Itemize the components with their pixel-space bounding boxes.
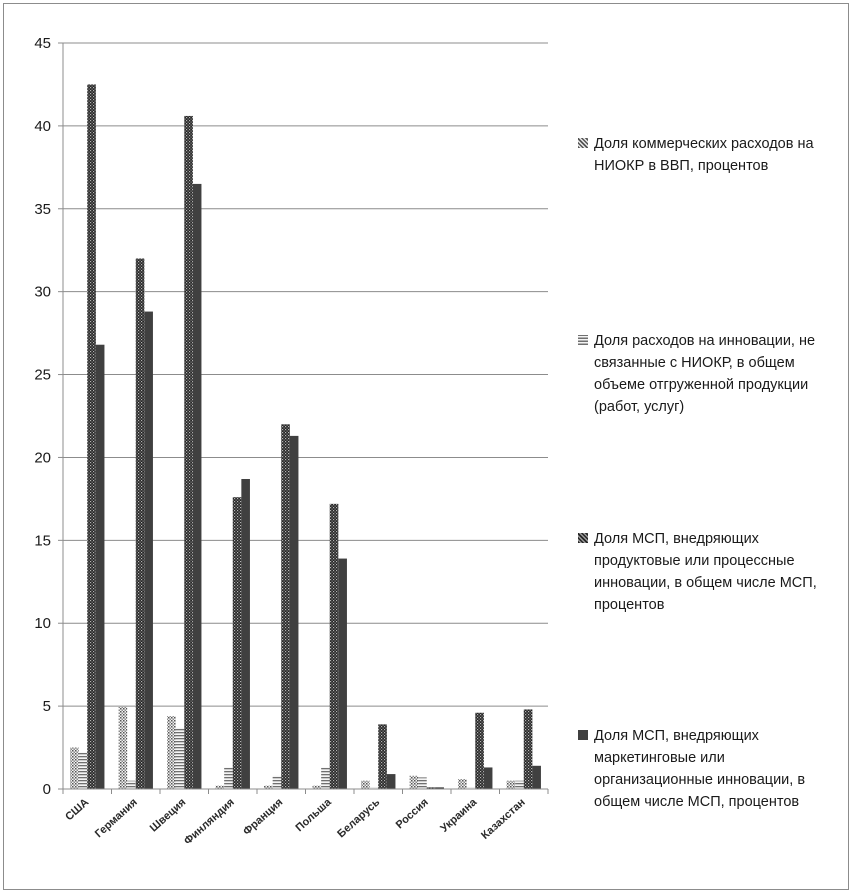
bar-series-2-Франция: [272, 775, 282, 789]
x-tick-label: Швеция: [148, 796, 189, 834]
bar-series-2-Финляндия: [224, 767, 233, 789]
bar-series-4-Финляндия: [241, 478, 250, 789]
x-tick-label: США: [63, 796, 91, 823]
bar-series-4-Польша: [338, 558, 347, 789]
y-tick-label: 30: [34, 284, 51, 301]
bar-series-3-Беларусь: [378, 724, 387, 789]
x-tick-label: Россия: [394, 796, 431, 831]
bar-series-3-Россия: [426, 787, 436, 789]
bar-series-1-Россия: [409, 775, 419, 789]
bar-series-4-Швеция: [192, 183, 202, 789]
y-tick-label: 35: [34, 201, 51, 218]
bar-series-1-Франция: [264, 785, 273, 789]
axes: [58, 42, 549, 794]
bar-series-4-Франция: [289, 435, 299, 789]
bar-series-2-Германия: [127, 780, 136, 789]
bar-series-2-США: [78, 752, 88, 789]
x-tick-label: Франция: [241, 796, 285, 838]
bar-series-4-Казахстан: [532, 765, 541, 789]
legend-label-3: Доля МСП, внедряющих продуктовые или про…: [594, 531, 817, 613]
bar-series-4-Украина: [483, 767, 493, 789]
x-tick-label: Финляндия: [182, 796, 237, 847]
x-tick-label: Украина: [438, 796, 480, 835]
bar-series-2-Польша: [321, 767, 330, 789]
bar-series-2-Россия: [418, 777, 427, 789]
bar-series-3-Германия: [135, 258, 145, 789]
legend-label-4: Доля МСП, внедряющих маркетинговые или о…: [594, 728, 806, 810]
bar-series-4-Беларусь: [386, 774, 396, 789]
y-tick-label: 0: [43, 781, 51, 798]
x-tick-label: Германия: [93, 796, 140, 840]
y-tick-label: 40: [34, 118, 51, 135]
bar-series-4-Россия: [435, 787, 444, 789]
bar-series-3-Польша: [329, 503, 339, 789]
bar-series-4-США: [95, 344, 105, 789]
bar-series-2-Швеция: [175, 727, 185, 789]
y-tick-label: 25: [34, 367, 51, 384]
bar-series-1-Казахстан: [506, 780, 516, 789]
y-tick-label: 45: [34, 35, 51, 52]
bar-series-3-США: [87, 84, 96, 789]
bar-series-1-США: [70, 747, 79, 789]
legend-swatch-3: [578, 533, 588, 543]
legend-label-2: Доля расходов на инновации, не связанные…: [594, 333, 816, 415]
bar-series-3-Франция: [281, 424, 290, 789]
bar-series-3-Финляндия: [232, 497, 242, 789]
bar-series-3-Швеция: [184, 115, 193, 790]
y-tick-label: 10: [34, 615, 51, 632]
bar-series-2-Украина: [466, 787, 476, 789]
bar-series-1-Украина: [458, 779, 467, 789]
bar-series-1-Германия: [118, 706, 128, 789]
x-tick-label: Беларусь: [335, 796, 382, 840]
legend-swatch-4: [578, 730, 588, 740]
legend-label-1: Доля коммерческих расходов на НИОКР в ВВ…: [594, 136, 814, 174]
y-tick-label: 5: [43, 698, 51, 715]
x-tick-label: Казахстан: [479, 796, 528, 841]
y-axis-tick-labels: 0 5 10 15 20 25 30 35 40 45: [34, 35, 51, 798]
legend-swatch-2: [578, 335, 588, 345]
y-tick-label: 15: [34, 532, 51, 549]
bar-series-3-Украина: [475, 712, 484, 789]
bar-series-3-Казахстан: [523, 709, 533, 789]
bar-series-1-Польша: [312, 785, 322, 789]
bar-series-1-Швеция: [167, 716, 176, 789]
bar-series-4-Германия: [144, 311, 153, 789]
bar-series-2-Казахстан: [515, 780, 524, 789]
bar-series-1-Беларусь: [361, 780, 370, 789]
bar-series-1-Финляндия: [215, 785, 225, 789]
bars: [70, 84, 541, 790]
x-tick-label: Польша: [293, 796, 334, 835]
y-tick-label: 20: [34, 449, 51, 466]
bar-series-2-Беларусь: [369, 787, 379, 789]
legend-swatch-1: [578, 138, 588, 148]
